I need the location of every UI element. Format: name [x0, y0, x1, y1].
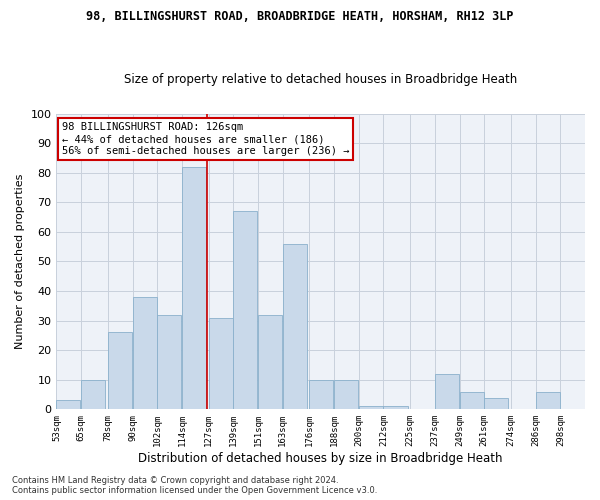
Y-axis label: Number of detached properties: Number of detached properties [15, 174, 25, 349]
Bar [310, 380, 334, 410]
Bar [157, 314, 181, 410]
Bar [56, 400, 80, 409]
Bar [435, 374, 459, 410]
Bar [209, 318, 233, 410]
Bar [460, 392, 484, 409]
Bar [108, 332, 132, 409]
Bar [536, 392, 560, 409]
Bar [383, 406, 407, 410]
Bar [359, 406, 383, 410]
Text: 98 BILLINGSHURST ROAD: 126sqm
← 44% of detached houses are smaller (186)
56% of : 98 BILLINGSHURST ROAD: 126sqm ← 44% of d… [62, 122, 349, 156]
Title: Size of property relative to detached houses in Broadbridge Heath: Size of property relative to detached ho… [124, 73, 517, 86]
Bar [484, 398, 508, 409]
Bar [258, 314, 282, 410]
Bar [334, 380, 358, 410]
Bar [81, 380, 105, 410]
Bar [283, 244, 307, 410]
Text: Contains HM Land Registry data © Crown copyright and database right 2024.
Contai: Contains HM Land Registry data © Crown c… [12, 476, 377, 495]
X-axis label: Distribution of detached houses by size in Broadbridge Heath: Distribution of detached houses by size … [139, 452, 503, 465]
Text: 98, BILLINGSHURST ROAD, BROADBRIDGE HEATH, HORSHAM, RH12 3LP: 98, BILLINGSHURST ROAD, BROADBRIDGE HEAT… [86, 10, 514, 23]
Bar [233, 211, 257, 410]
Bar [133, 297, 157, 410]
Bar [182, 167, 206, 410]
